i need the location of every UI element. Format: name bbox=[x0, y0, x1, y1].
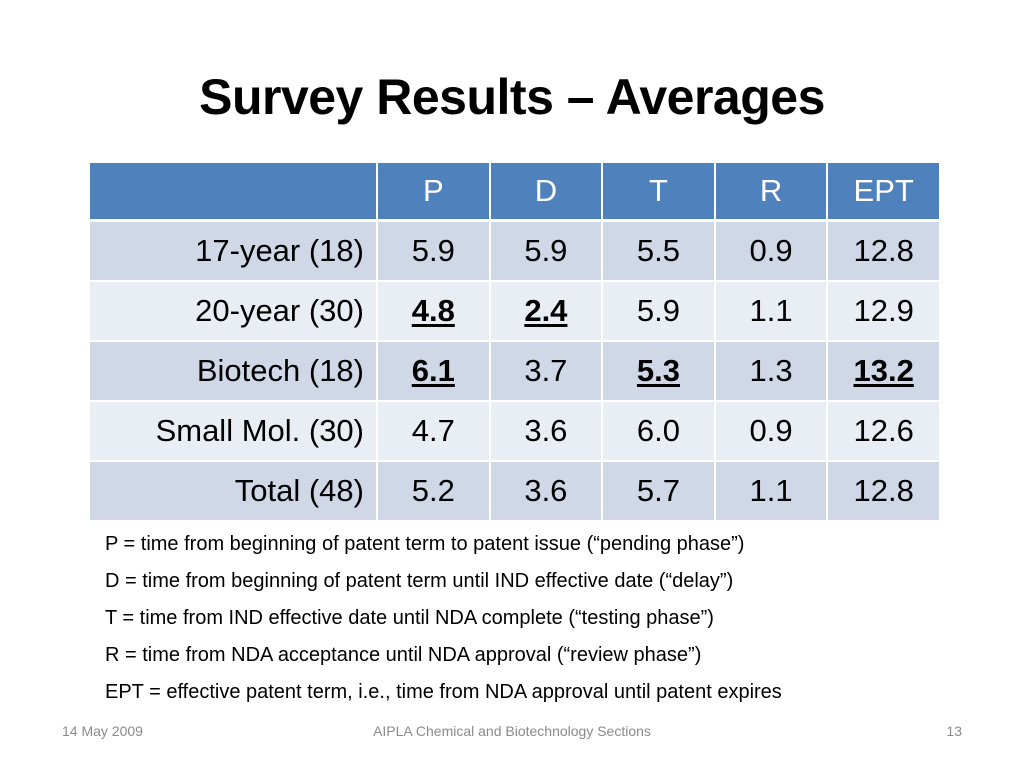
table-header-row: P D T R EPT bbox=[88, 161, 941, 222]
cell-value: 5.9 bbox=[411, 233, 455, 268]
table-row: Total (48) 5.2 3.6 5.7 1.1 12.8 bbox=[88, 460, 941, 522]
definition-ept: EPT = effective patent term, i.e., time … bbox=[105, 681, 782, 703]
cell-value: 1.1 bbox=[749, 293, 793, 328]
definition-p: P = time from beginning of patent term t… bbox=[105, 533, 745, 555]
table-cell: 1.1 bbox=[713, 280, 829, 342]
cell-value: 4.7 bbox=[411, 413, 455, 448]
table-cell: 5.9 bbox=[376, 219, 491, 282]
cell-value: 6.1 bbox=[411, 353, 455, 388]
row-label: Small Mol. (30) bbox=[88, 400, 378, 462]
header-cell-ept: EPT bbox=[826, 161, 941, 222]
definition-t: T = time from IND effective date until N… bbox=[105, 607, 714, 629]
cell-value: 12.6 bbox=[853, 413, 914, 448]
table-cell: 5.7 bbox=[601, 460, 716, 522]
cell-value: 4.8 bbox=[411, 293, 455, 328]
table-cell: 0.9 bbox=[713, 219, 829, 282]
cell-value: 5.9 bbox=[524, 233, 568, 268]
table-cell: 12.9 bbox=[826, 280, 941, 342]
table-cell: 6.0 bbox=[601, 400, 716, 462]
header-cell-p: P bbox=[376, 161, 491, 222]
table-cell: 3.7 bbox=[488, 340, 604, 402]
table-cell: 3.6 bbox=[488, 460, 604, 522]
header-cell-r: R bbox=[713, 161, 829, 222]
table-cell: 1.3 bbox=[713, 340, 829, 402]
table-cell: 12.6 bbox=[826, 400, 941, 462]
definitions-list: P = time from beginning of patent term t… bbox=[105, 526, 782, 711]
cell-value: 0.9 bbox=[749, 413, 793, 448]
results-table: P D T R EPT 17-year (18) 5.9 5.9 5.5 0.9 12.8… bbox=[88, 161, 941, 522]
table-cell: 13.2 bbox=[826, 340, 941, 402]
cell-value: 3.6 bbox=[524, 473, 568, 508]
cell-value: 3.7 bbox=[524, 353, 568, 388]
footer-page-number: 13 bbox=[946, 723, 962, 739]
table-cell: 4.8 bbox=[376, 280, 491, 342]
table-cell: 5.9 bbox=[488, 219, 604, 282]
header-cell-d: D bbox=[488, 161, 604, 222]
cell-value: 12.8 bbox=[853, 233, 914, 268]
cell-value: 6.0 bbox=[636, 413, 681, 448]
cell-value: 5.5 bbox=[636, 233, 681, 268]
cell-value: 1.1 bbox=[749, 473, 793, 508]
table-cell: 12.8 bbox=[826, 460, 941, 522]
table-cell: 4.7 bbox=[376, 400, 491, 462]
footer-title: AIPLA Chemical and Biotechnology Section… bbox=[373, 723, 651, 739]
table-cell: 5.5 bbox=[601, 219, 716, 282]
table-cell: 5.3 bbox=[601, 340, 716, 402]
slide-title: Survey Results – Averages bbox=[199, 69, 825, 125]
table-row: Small Mol. (30) 4.7 3.6 6.0 0.9 12.6 bbox=[88, 400, 941, 462]
header-cell-t: T bbox=[601, 161, 716, 222]
table-cell: 2.4 bbox=[488, 280, 604, 342]
row-label: Biotech (18) bbox=[88, 340, 378, 402]
table-cell: 0.9 bbox=[713, 400, 829, 462]
table-cell: 12.8 bbox=[826, 219, 941, 282]
row-label: 20-year (30) bbox=[88, 280, 378, 342]
row-label: 17-year (18) bbox=[88, 219, 378, 282]
definition-r: R = time from NDA acceptance until NDA a… bbox=[105, 644, 702, 666]
table-cell: 5.2 bbox=[376, 460, 491, 522]
cell-value: 5.9 bbox=[636, 293, 681, 328]
table-cell: 3.6 bbox=[488, 400, 604, 462]
cell-value: 12.9 bbox=[853, 293, 914, 328]
cell-value: 5.7 bbox=[636, 473, 681, 508]
table-row: Biotech (18) 6.1 3.7 5.3 1.3 13.2 bbox=[88, 340, 941, 402]
table-row: 20-year (30) 4.8 2.4 5.9 1.1 12.9 bbox=[88, 280, 941, 342]
footer-date: 14 May 2009 bbox=[62, 723, 143, 739]
cell-value: 0.9 bbox=[749, 233, 793, 268]
table-cell: 6.1 bbox=[376, 340, 491, 402]
definition-d: D = time from beginning of patent term u… bbox=[105, 570, 734, 592]
cell-value: 1.3 bbox=[749, 353, 793, 388]
cell-value: 3.6 bbox=[524, 413, 568, 448]
cell-value: 12.8 bbox=[853, 473, 914, 508]
row-label: Total (48) bbox=[88, 460, 378, 522]
cell-value: 13.2 bbox=[853, 353, 914, 388]
table-row: 17-year (18) 5.9 5.9 5.5 0.9 12.8 bbox=[88, 219, 941, 282]
table-cell: 1.1 bbox=[713, 460, 829, 522]
cell-value: 5.3 bbox=[636, 353, 681, 388]
header-cell-empty bbox=[88, 161, 378, 222]
cell-value: 2.4 bbox=[524, 293, 568, 328]
cell-value: 5.2 bbox=[411, 473, 455, 508]
table-cell: 5.9 bbox=[601, 280, 716, 342]
